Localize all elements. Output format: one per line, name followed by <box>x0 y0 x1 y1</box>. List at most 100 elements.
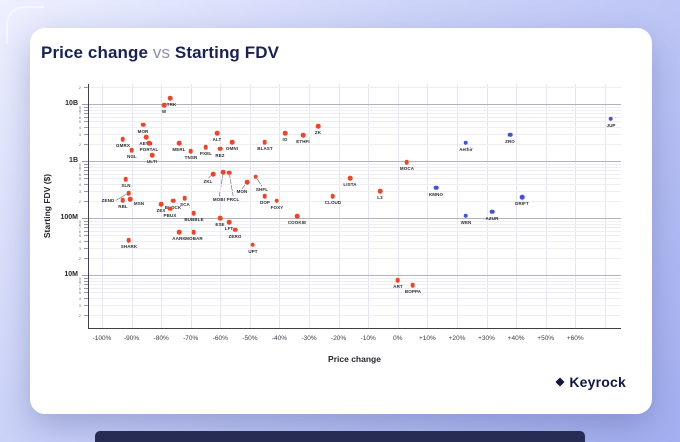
gridline-minor <box>88 121 621 123</box>
gridline-vertical <box>486 84 488 328</box>
y-tick-mark <box>84 240 88 242</box>
data-point-MERL <box>176 140 182 146</box>
data-point-label: ZERO <box>228 233 242 239</box>
data-point-UPT <box>250 242 256 247</box>
data-point-label: PRCL <box>226 196 240 202</box>
data-point-SCA <box>182 195 188 201</box>
y-minor-tick-label: 7 <box>78 225 81 230</box>
gridline-vertical <box>220 84 222 328</box>
data-point-label: BOPPA <box>404 288 421 294</box>
data-point-label: IO <box>282 136 288 143</box>
data-point-label: L3 <box>377 194 383 201</box>
gridline-vertical <box>279 84 281 328</box>
y-tick-mark <box>84 169 88 171</box>
y-minor-tick-label: 2 <box>78 142 81 147</box>
y-major-tick-label: 10M <box>64 271 78 278</box>
data-point-BLAST <box>262 139 267 145</box>
y-minor-tick-label: 3 <box>78 246 81 251</box>
data-point-label: MSN <box>133 201 145 207</box>
x-tick-label: +60% <box>566 335 584 342</box>
gridline-minor <box>88 133 621 135</box>
x-tick-label: -70% <box>183 335 199 342</box>
y-tick-mark <box>84 166 88 168</box>
chart-title-primary: Price change <box>41 43 149 62</box>
gridline-major <box>88 275 621 276</box>
data-point-ULTI <box>149 152 155 158</box>
y-axis-title: Starting FDV ($) <box>42 173 52 239</box>
data-point-ZRO <box>507 132 513 137</box>
x-axis-title: Price change <box>328 354 381 364</box>
y-tick-mark <box>84 230 88 232</box>
y-tick-mark <box>84 121 88 123</box>
data-point-ZK <box>315 123 321 129</box>
data-point-label: MOBAR <box>184 235 203 241</box>
data-point-MOR <box>141 122 146 128</box>
gridline-minor <box>88 143 621 145</box>
data-point-label: Aethir <box>459 146 473 152</box>
y-major-tick-label: 1B <box>69 157 78 164</box>
data-point-L3 <box>377 188 383 194</box>
x-tick-label: -60% <box>212 335 228 342</box>
data-point-label: RBL <box>117 203 128 210</box>
y-minor-tick-label: 9 <box>78 218 81 224</box>
gridline-vertical <box>249 84 251 328</box>
chart-title: Price change vs Starting FDV <box>41 43 279 63</box>
data-point-label: SCA <box>179 202 190 208</box>
y-tick-mark <box>82 218 88 219</box>
data-point-label: PBUX <box>163 212 177 218</box>
gridline-minor <box>88 280 621 282</box>
data-point-BUBBLE <box>191 210 196 216</box>
x-tick-label: -80% <box>153 335 169 342</box>
y-minor-tick-label: 6 <box>78 228 81 234</box>
data-point-label: JUP <box>606 122 616 128</box>
gridline-minor <box>88 235 621 237</box>
gridline-minor <box>88 116 621 118</box>
gridline-minor <box>88 247 621 249</box>
y-minor-tick-label: 8 <box>78 164 81 170</box>
scatter-chart: Starting FDV ($) Price change -100% -90% -… <box>30 28 652 414</box>
y-minor-tick-label: 7 <box>78 168 81 173</box>
gridline-minor <box>88 166 621 168</box>
y-minor-tick-label: 5 <box>78 233 81 238</box>
x-tick-label: 0% <box>393 335 403 342</box>
data-point-label: MOR <box>138 128 149 134</box>
data-point-ESE <box>218 215 223 221</box>
data-point-AZUR <box>490 209 495 214</box>
gridline-minor <box>88 173 621 175</box>
gridline-minor <box>88 169 621 171</box>
background-corner-arc <box>6 6 44 44</box>
data-point-label: ZEX <box>156 208 166 214</box>
gridline-minor <box>88 257 621 259</box>
data-point-label: MOBI <box>213 197 226 203</box>
y-tick-mark <box>82 104 88 105</box>
gridline-vertical <box>368 84 370 328</box>
x-tick-label: -50% <box>242 335 258 342</box>
data-point-PORTAL <box>147 140 152 146</box>
y-tick-mark <box>84 220 88 222</box>
data-point-label: OMNI <box>226 146 239 152</box>
gridline-minor <box>88 183 621 185</box>
y-tick-mark <box>84 86 88 88</box>
data-point-STRK <box>167 95 173 101</box>
data-point-label: FOXY <box>270 204 283 210</box>
data-point-COOKIE <box>294 213 300 219</box>
y-minor-tick-label: 7 <box>78 282 81 287</box>
y-tick-mark <box>84 223 88 225</box>
y-tick-mark <box>84 314 88 316</box>
data-point-NGL <box>129 147 134 153</box>
data-point-label: TNSR <box>184 154 198 160</box>
data-point-label: ZK <box>314 130 322 136</box>
data-point-label: MON <box>236 189 248 195</box>
data-point-DRIFT <box>519 195 525 200</box>
data-point-ZERO <box>232 227 238 233</box>
data-point-label: GMRX <box>115 143 130 149</box>
y-minor-tick-label: 3 <box>78 132 81 137</box>
gridline-vertical <box>516 84 518 328</box>
y-minor-tick-label: 8 <box>78 221 81 227</box>
y-tick-mark <box>84 226 88 228</box>
data-point-label: ZKL <box>203 179 213 185</box>
data-point-IO <box>283 130 288 136</box>
gridline-minor <box>88 109 621 111</box>
data-point-LFT <box>226 219 232 225</box>
data-point-SLN <box>123 176 128 182</box>
